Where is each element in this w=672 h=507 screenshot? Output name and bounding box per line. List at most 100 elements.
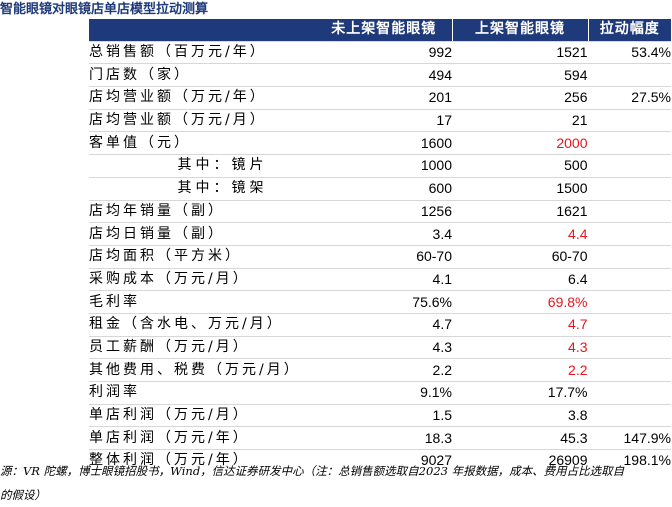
header-col-without-smart-glasses: 未上架智能眼镜: [316, 19, 453, 42]
row-label: 门店数（家）: [89, 63, 316, 88]
value-with-smart-glasses: 17.7%: [452, 381, 588, 405]
value-change: [587, 404, 671, 428]
table-row: 其中：镜片 1000 500: [89, 154, 671, 178]
value-with-smart-glasses: 4.4: [452, 222, 588, 246]
value-without-smart-glasses: 1.5: [316, 404, 452, 428]
value-without-smart-glasses: 1000: [316, 154, 452, 178]
table-row: 门店数（家） 494 594: [89, 63, 671, 88]
table-row: 租金（含水电、万元/月） 4.7 4.7: [89, 313, 671, 337]
value-change: [587, 63, 671, 88]
value-change: [587, 358, 671, 382]
value-with-smart-glasses: 69.8%: [452, 290, 588, 314]
value-change: [587, 290, 671, 314]
value-without-smart-glasses: 2.2: [316, 358, 452, 382]
value-change: 198.1%: [587, 449, 671, 472]
value-with-smart-glasses: 500: [452, 154, 588, 178]
value-change: [587, 154, 671, 178]
table-row: 店均年销量（副） 1256 1621: [89, 200, 671, 224]
row-label: 客单值（元）: [89, 131, 316, 156]
row-label: 毛利率: [89, 290, 316, 314]
table-header-row: 未上架智能眼镜 上架智能眼镜 拉动幅度: [89, 19, 671, 42]
value-change: [587, 177, 671, 201]
table-row: 店均面积（平方米） 60-70 60-70: [89, 245, 671, 269]
value-change: [587, 200, 671, 224]
value-change: [587, 336, 671, 360]
value-change: [587, 313, 671, 337]
page-title: 智能眼镜对眼镜店单店模型拉动测算: [0, 2, 209, 17]
value-without-smart-glasses: 4.7: [316, 313, 452, 337]
value-with-smart-glasses: 256: [452, 86, 588, 110]
value-change: [587, 381, 671, 405]
value-without-smart-glasses: 9027: [420, 452, 452, 469]
table-row: 毛利率 75.6% 69.8%: [89, 290, 671, 314]
value-change: [587, 109, 671, 133]
value-without-smart-glasses: 9.1%: [316, 381, 452, 405]
value-change: [587, 131, 671, 156]
value-without-smart-glasses: 4.3: [316, 336, 452, 360]
table-row: 店均营业额（万元/月） 17 21: [89, 109, 671, 133]
row-label: 店均营业额（万元/年）: [89, 86, 316, 110]
value-change: 147.9%: [587, 426, 671, 451]
value-without-smart-glasses: 60-70: [316, 245, 452, 269]
table-row: 总销售额（百万元/年） 992 1521 53.4%: [89, 41, 671, 65]
table-row: 员工薪酬（万元/月） 4.3 4.3: [89, 336, 671, 360]
value-change: [587, 268, 671, 292]
row-label: 其他费用、税费（万元/月）: [89, 358, 316, 382]
value-with-smart-glasses: 1521: [452, 41, 588, 65]
row-label: 店均面积（平方米）: [89, 245, 316, 269]
row-label: 店均营业额（万元/月）: [89, 109, 316, 133]
value-with-smart-glasses: 45.3: [452, 426, 588, 451]
value-change: [587, 222, 671, 246]
header-col-change: 拉动幅度: [588, 19, 671, 42]
value-with-smart-glasses: 1500: [452, 177, 588, 201]
value-without-smart-glasses: 600: [316, 177, 452, 201]
row-label: 采购成本（万元/月）: [89, 268, 316, 292]
row-label: 店均日销量（副）: [89, 222, 316, 246]
value-without-smart-glasses: 4.1: [316, 268, 452, 292]
table-row: 采购成本（万元/月） 4.1 6.4: [89, 268, 671, 292]
value-without-smart-glasses: 1600: [316, 131, 452, 156]
source-note: 源：VR 陀螺，博士眼镜招股书，Wind，信达证券研发中心（注：总销售额选取自2…: [0, 459, 672, 507]
table-row: 其他费用、税费（万元/月） 2.2 2.2: [89, 358, 671, 382]
table-row: 整体利润（万元/年） 9027 26909 198.1%: [89, 449, 671, 472]
value-without-smart-glasses: 1256: [316, 200, 452, 224]
value-without-smart-glasses: 17: [316, 109, 452, 133]
value-with-smart-glasses: 594: [452, 63, 588, 88]
row-label: 单店利润（万元/月）: [89, 404, 316, 428]
row-label: 店均年销量（副）: [89, 200, 316, 224]
table-row: 其中：镜架 600 1500: [89, 177, 671, 201]
value-change: 27.5%: [587, 86, 671, 110]
value-with-smart-glasses: 6.4: [452, 268, 588, 292]
table-row: 店均日销量（副） 3.4 4.4: [89, 222, 671, 246]
row-label: 租金（含水电、万元/月）: [89, 313, 316, 337]
value-without-smart-glasses: 201: [316, 86, 452, 110]
source-note-line-2: 的假设）: [0, 488, 46, 502]
value-with-smart-glasses: 2.2: [452, 358, 588, 382]
value-without-smart-glasses: 18.3: [316, 426, 452, 451]
value-with-smart-glasses: 21: [452, 109, 588, 133]
value-with-smart-glasses: 4.3: [452, 336, 588, 360]
value-with-smart-glasses: 4.7: [452, 313, 588, 337]
header-col-with-smart-glasses: 上架智能眼镜: [452, 19, 589, 42]
table-row: 单店利润（万元/月） 1.5 3.8: [89, 404, 671, 428]
row-label: 单店利润（万元/年）: [89, 426, 316, 451]
row-label: 其中：镜架: [89, 177, 316, 201]
data-table: 未上架智能眼镜 上架智能眼镜 拉动幅度 总销售额（百万元/年） 992 1521 53…: [89, 19, 671, 472]
table-body: 总销售额（百万元/年） 992 1521 53.4% 门店数（家） 494 594 店均营业额…: [89, 41, 671, 472]
value-with-smart-glasses: 3.8: [452, 404, 588, 428]
row-label: 整体利润（万元/年）: [89, 452, 250, 469]
row-label: 利润率: [89, 381, 316, 405]
value-without-smart-glasses: 3.4: [316, 222, 452, 246]
value-with-smart-glasses: 2000: [452, 131, 588, 156]
row-label: 员工薪酬（万元/月）: [89, 336, 316, 360]
value-change: 53.4%: [587, 41, 671, 65]
value-change: [587, 245, 671, 269]
table-row: 利润率 9.1% 17.7%: [89, 381, 671, 405]
value-without-smart-glasses: 75.6%: [316, 290, 452, 314]
table-row: 店均营业额（万元/年） 201 256 27.5%: [89, 86, 671, 110]
source-note-line-1: 源：VR 陀螺，博士眼镜招股书，Wind，信达证券研发中心（注：总销售额选取自2…: [0, 464, 625, 478]
value-with-smart-glasses: 26909: [548, 452, 588, 469]
table-row: 单店利润（万元/年） 18.3 45.3 147.9%: [89, 426, 671, 451]
value-with-smart-glasses: 60-70: [452, 245, 588, 269]
table-row: 客单值（元） 1600 2000: [89, 131, 671, 156]
